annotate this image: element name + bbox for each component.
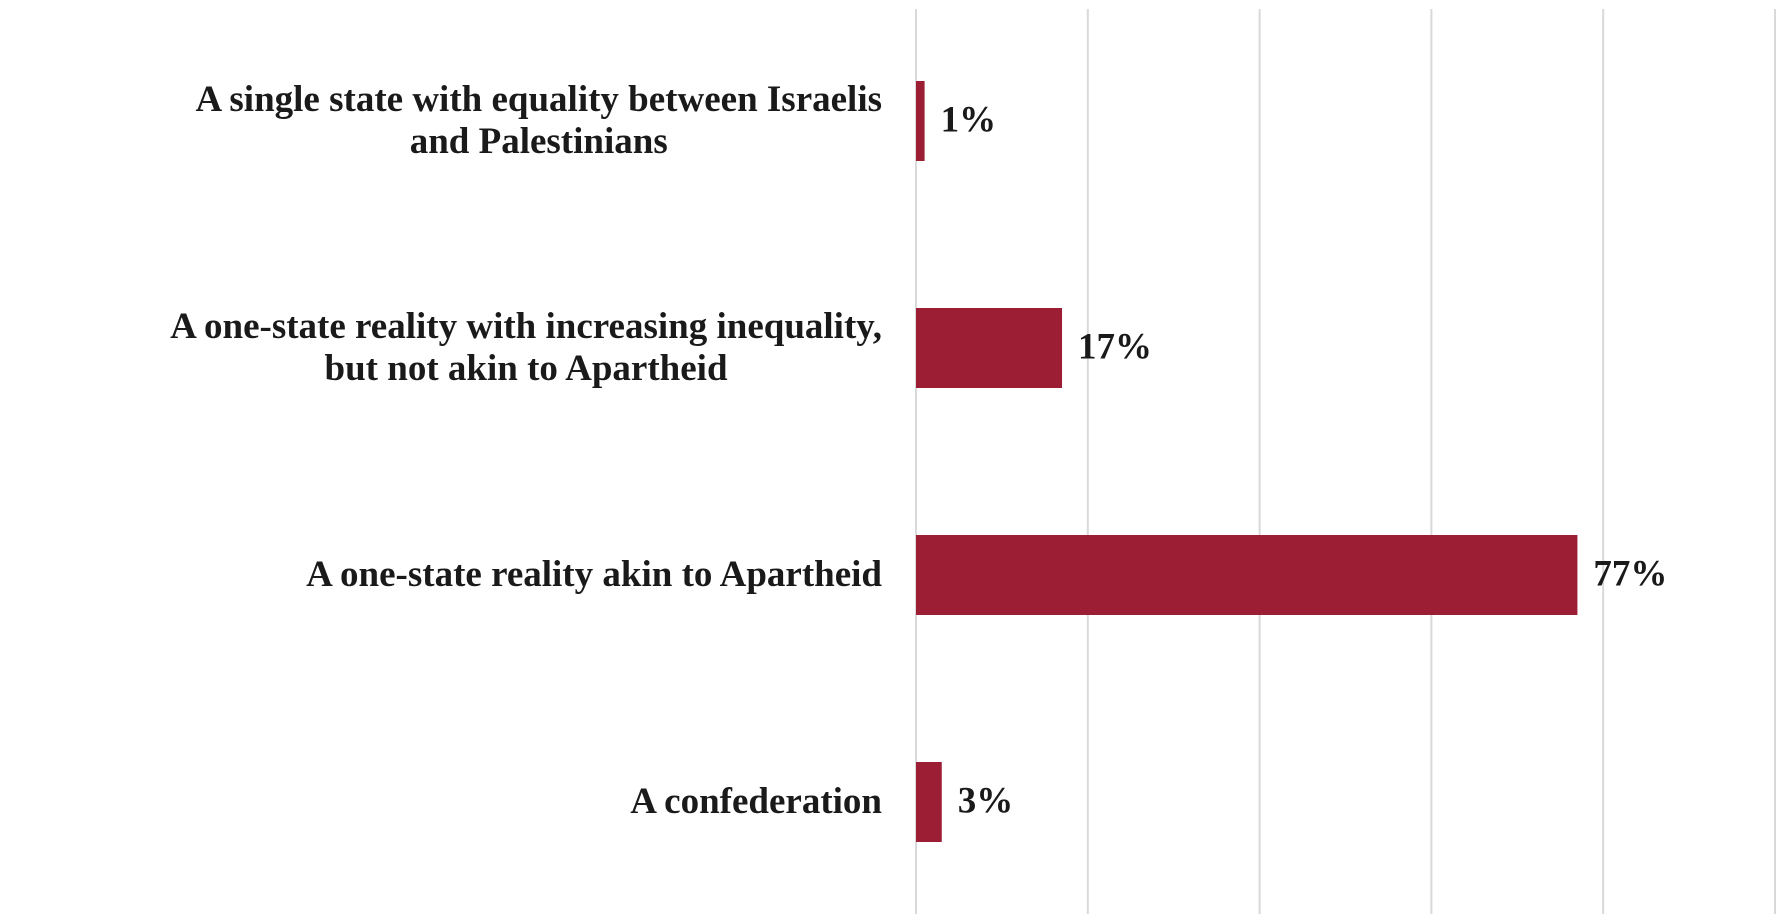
bar	[916, 308, 1063, 388]
value-label: 17%	[1078, 326, 1152, 367]
value-label: 77%	[1593, 553, 1667, 594]
category-label-box: A one-state reality with increasing ineq…	[170, 288, 882, 408]
bar	[916, 81, 925, 161]
category-label-box: A single state with equality between Isr…	[195, 61, 882, 181]
value-label: 1%	[941, 99, 997, 140]
category-label: A single state with equality between Isr…	[195, 79, 882, 162]
value-label: 3%	[958, 780, 1014, 821]
category-label: A confederation	[630, 781, 882, 822]
bar	[916, 535, 1578, 615]
category-label-box: A one-state reality akin to Apartheid	[306, 515, 882, 635]
category-label-box: A confederation	[630, 742, 882, 862]
bar	[916, 762, 942, 842]
category-label: A one-state reality akin to Apartheid	[306, 554, 882, 595]
category-label: A one-state reality with increasing ineq…	[170, 306, 882, 389]
